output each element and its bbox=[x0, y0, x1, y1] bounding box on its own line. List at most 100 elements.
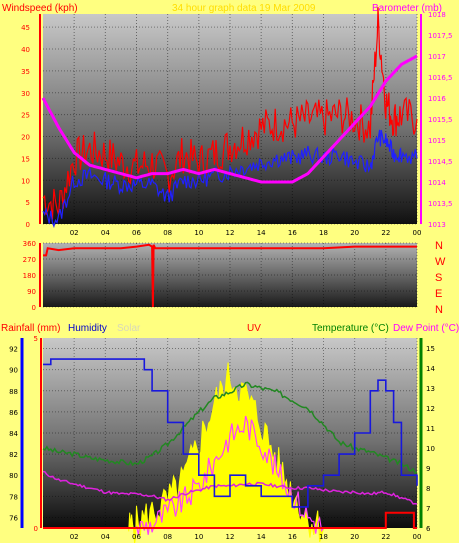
windspeed-tick-label: 30 bbox=[21, 90, 30, 98]
barometer-tick-label: 1015,5 bbox=[428, 116, 453, 124]
humidity-tick-label: 82 bbox=[9, 451, 18, 459]
direction-tick-label: 90 bbox=[27, 288, 36, 296]
compass-label: E bbox=[435, 288, 442, 300]
direction-tick-label: 360 bbox=[23, 240, 36, 248]
wind-x-tick-label: 08 bbox=[163, 229, 172, 237]
windspeed-tick-label: 35 bbox=[21, 68, 30, 76]
humidity-series-line bbox=[43, 358, 418, 508]
rainfall-tick-label: 5 bbox=[34, 335, 38, 343]
humidity-tick-label: 76 bbox=[9, 514, 18, 522]
temperature-axis-label: Temperature (°C) bbox=[312, 323, 389, 334]
wind-x-tick-label: 18 bbox=[319, 229, 328, 237]
humidity-label: Humidity bbox=[68, 323, 107, 334]
barometer-tick-label: 1016,5 bbox=[428, 74, 453, 82]
humidity-tick-label: 86 bbox=[9, 409, 18, 417]
climate-x-tick-label: 22 bbox=[381, 533, 390, 541]
windspeed-axis-label: Windspeed (kph) bbox=[2, 3, 78, 14]
windspeed-tick-label: 5 bbox=[26, 199, 30, 207]
direction-series-line bbox=[43, 243, 417, 308]
dewpoint-axis-label: Dew Point (°C) bbox=[393, 323, 459, 334]
barometer-tick-label: 1013 bbox=[428, 221, 446, 229]
wind-x-tick-label: 06 bbox=[132, 229, 141, 237]
wind-grid bbox=[43, 14, 418, 225]
climate-axes: 02 04 06 08 10 12 14 16 18 20 22 007678808284868890… bbox=[9, 335, 435, 541]
wind-series bbox=[41, 7, 418, 229]
climate-x-tick-label: 06 bbox=[132, 533, 141, 541]
barometer-tick-label: 1016 bbox=[428, 95, 446, 103]
direction-grid bbox=[43, 242, 418, 308]
barometer-tick-label: 1018 bbox=[428, 11, 446, 19]
climate-x-tick-label: 12 bbox=[226, 533, 235, 541]
temperature-tick-label: 10 bbox=[426, 445, 435, 453]
climate-series bbox=[42, 358, 418, 543]
wind-x-tick-label: 10 bbox=[194, 229, 203, 237]
temperature-tick-label: 11 bbox=[426, 425, 435, 433]
direction-series bbox=[43, 243, 417, 308]
wind-x-tick-label: 00 bbox=[413, 229, 422, 237]
barometer-tick-label: 1014 bbox=[428, 179, 446, 187]
humidity-tick-label: 92 bbox=[9, 346, 18, 354]
wind-x-tick-label: 02 bbox=[70, 229, 79, 237]
humidity-tick-label: 90 bbox=[9, 367, 18, 375]
barometer-tick-label: 1017,5 bbox=[428, 32, 453, 40]
wind-x-tick-label: 14 bbox=[257, 229, 266, 237]
gust-series-line bbox=[42, 7, 418, 220]
graph-title: 34 hour graph data 19 Mar 2009 bbox=[172, 3, 316, 14]
climate-x-tick-label: 14 bbox=[257, 533, 266, 541]
wind-x-tick-label: 16 bbox=[288, 229, 297, 237]
wind-plot-area bbox=[43, 14, 417, 224]
wind-x-tick-label: 22 bbox=[381, 229, 390, 237]
temperature-tick-label: 14 bbox=[426, 365, 435, 373]
windspeed-tick-label: 15 bbox=[21, 155, 30, 163]
windspeed-tick-label: 20 bbox=[21, 134, 30, 142]
temperature-tick-label: 8 bbox=[426, 485, 430, 493]
temperature-tick-label: 13 bbox=[426, 385, 435, 393]
climate-x-tick-label: 16 bbox=[288, 533, 297, 541]
compass-label: N bbox=[435, 304, 443, 316]
average-series-line bbox=[42, 129, 418, 229]
climate-x-tick-label: 00 bbox=[413, 533, 422, 541]
compass-label: S bbox=[435, 272, 442, 284]
windspeed-tick-label: 10 bbox=[21, 177, 30, 185]
temperature-tick-label: 12 bbox=[426, 405, 435, 413]
climate-x-tick-label: 08 bbox=[163, 533, 172, 541]
temperature-tick-label: 15 bbox=[426, 345, 435, 353]
direction-tick-label: 0 bbox=[32, 304, 36, 312]
solar-label: Solar bbox=[117, 323, 141, 334]
barometer-axis-label: Barometer (mb) bbox=[372, 3, 442, 14]
uv-label: UV bbox=[247, 323, 261, 334]
compass-label: W bbox=[435, 256, 446, 268]
barometer-tick-label: 1015 bbox=[428, 137, 446, 145]
direction-tick-label: 270 bbox=[23, 256, 36, 264]
climate-x-tick-label: 20 bbox=[350, 533, 359, 541]
climate-x-tick-label: 02 bbox=[70, 533, 79, 541]
windspeed-tick-label: 45 bbox=[21, 24, 30, 32]
barometer-tick-label: 1014,5 bbox=[428, 158, 453, 166]
wind-axes: 02 04 06 08 10 12 14 16 18 20 22 000510152025303540… bbox=[21, 11, 452, 237]
windspeed-tick-label: 0 bbox=[26, 221, 30, 229]
rain-series-line bbox=[43, 511, 417, 529]
wind-x-tick-label: 12 bbox=[226, 229, 235, 237]
wind-x-tick-label: 20 bbox=[350, 229, 359, 237]
temperature-tick-label: 6 bbox=[426, 525, 431, 533]
temperature-tick-label: 9 bbox=[426, 465, 430, 473]
windspeed-tick-label: 25 bbox=[21, 112, 30, 120]
temperature-tick-label: 7 bbox=[426, 505, 430, 513]
rainfall-tick-label: 0 bbox=[34, 525, 38, 533]
barometer-tick-label: 1013,5 bbox=[428, 200, 453, 208]
rainfall-axis-label: Rainfall (mm) bbox=[1, 323, 60, 334]
climate-x-tick-label: 04 bbox=[101, 533, 110, 541]
barometer-tick-label: 1017 bbox=[428, 53, 446, 61]
direction-tick-label: 180 bbox=[23, 272, 36, 280]
climate-x-tick-label: 10 bbox=[194, 533, 203, 541]
windspeed-tick-label: 40 bbox=[21, 46, 30, 54]
barometer-series-line bbox=[41, 54, 418, 184]
climate-x-tick-label: 18 bbox=[319, 533, 328, 541]
compass-label: N bbox=[435, 240, 443, 252]
humidity-tick-label: 80 bbox=[9, 472, 18, 480]
humidity-tick-label: 78 bbox=[9, 493, 18, 501]
humidity-tick-label: 84 bbox=[9, 430, 18, 438]
direction-plot-area bbox=[43, 243, 417, 307]
